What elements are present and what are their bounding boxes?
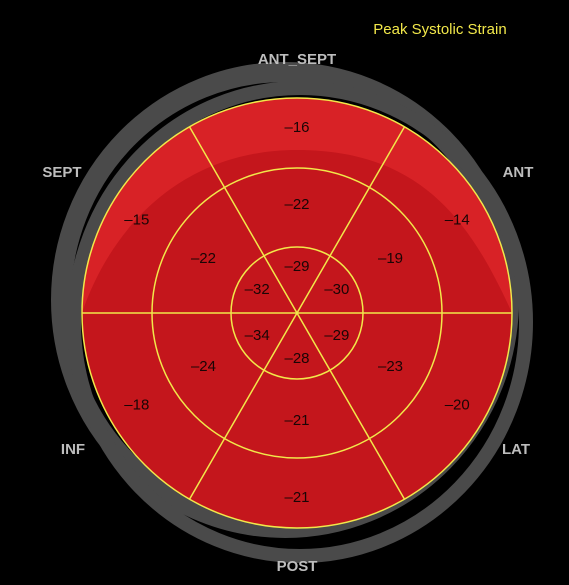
segment-label: –29 (284, 258, 309, 275)
wall-label: SEPT (42, 164, 81, 181)
segment (264, 247, 330, 313)
segment (224, 370, 370, 458)
wall-label: LAT (502, 441, 530, 458)
segment (82, 313, 225, 500)
segment (189, 438, 405, 528)
segment-label: –28 (284, 350, 309, 367)
segment (152, 313, 264, 439)
sector-line (188, 312, 298, 500)
segments (82, 97, 512, 528)
segment-label: –32 (245, 281, 270, 298)
segment-label: –14 (445, 211, 470, 228)
sector-line (296, 312, 406, 500)
segment-label: –19 (378, 250, 403, 267)
wall-ring (67, 81, 533, 563)
segment (369, 126, 512, 313)
segment (82, 126, 225, 313)
segment-label: –16 (284, 119, 309, 136)
segment-label: –21 (284, 412, 309, 429)
segment-label: –21 (284, 489, 309, 506)
segment-label: –30 (324, 281, 349, 298)
segment (152, 187, 264, 313)
segment (369, 313, 512, 500)
sector-line (188, 126, 298, 314)
segment-label: –22 (191, 250, 216, 267)
segment-label: –15 (124, 211, 149, 228)
segment-label: –29 (324, 327, 349, 344)
segment (330, 313, 442, 439)
sector-line (296, 126, 406, 314)
wall-label: ANT_SEPT (258, 51, 336, 68)
segment-label: –24 (191, 358, 216, 375)
wall-label: INF (61, 441, 85, 458)
segment-label: –23 (378, 358, 403, 375)
segment-label: –18 (124, 396, 149, 413)
chart-title: Peak Systolic Strain (373, 21, 506, 38)
segment (224, 167, 370, 256)
segment-label: –22 (284, 196, 309, 213)
segment (264, 313, 330, 379)
wall-label: POST (277, 558, 318, 575)
grid (81, 97, 513, 529)
segment-label: –20 (445, 396, 470, 413)
wall-label: ANT (503, 164, 534, 181)
segment-label: –34 (245, 327, 270, 344)
segment (189, 97, 405, 188)
segment (330, 187, 442, 313)
